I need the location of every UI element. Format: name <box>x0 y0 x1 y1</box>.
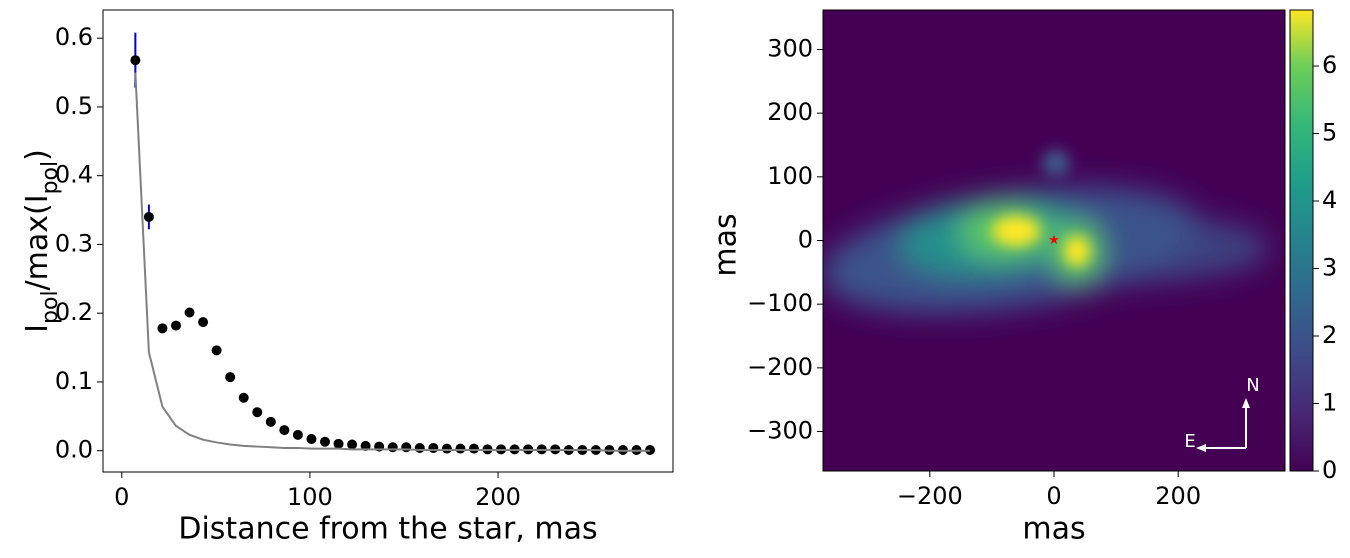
axes-frame <box>102 9 674 473</box>
profile-panel: 0 100 200 0.0 0.1 0.2 0.3 0.4 0.5 0.6 Distance fro… <box>20 9 674 547</box>
data-point <box>428 442 439 453</box>
data-point <box>225 372 236 383</box>
y-tick-label: 0 <box>798 226 813 254</box>
image <box>823 10 1285 471</box>
data-point <box>170 320 181 331</box>
data-point <box>198 317 209 328</box>
disk-peaks <box>992 150 1090 266</box>
north-arrow-head <box>1242 398 1250 408</box>
x-tick-label: −200 <box>897 482 963 510</box>
y-tick-label: −300 <box>747 417 813 445</box>
x-tick-label: 0 <box>1046 482 1061 510</box>
data-point <box>184 307 195 318</box>
data-point <box>455 443 466 454</box>
data-point <box>238 392 249 403</box>
star-marker: ★ <box>1048 233 1060 248</box>
data-point <box>211 345 222 356</box>
data-point <box>401 442 412 453</box>
y-axis-label: mas <box>709 213 744 276</box>
colorbar-tick-label: 4 <box>1322 186 1337 214</box>
x-axis-label: Distance from the star, mas <box>178 512 597 547</box>
disk-emission <box>823 186 1270 314</box>
y-axis-label-part: /max(I <box>20 194 55 290</box>
data-point <box>333 438 344 449</box>
data-point <box>414 442 425 453</box>
data-point <box>319 436 330 447</box>
y-tick-label: 0.3 <box>55 229 93 257</box>
y-tick-label: 0.2 <box>55 298 93 326</box>
image-panel: N E −200 0 200 −300 −200 −100 0 100 200 300 ★ mas ma… <box>709 9 1337 547</box>
colorbar-tick-label: 6 <box>1322 51 1337 79</box>
east-arrow-head <box>1196 444 1206 452</box>
data-point <box>279 425 290 436</box>
data-point <box>306 434 317 444</box>
colorbar-tick-label: 3 <box>1322 254 1337 282</box>
y-tick-label: 0.5 <box>55 92 93 120</box>
model-line <box>134 72 651 452</box>
data-point <box>441 443 452 454</box>
data-point <box>252 407 263 418</box>
x-tick-label: 200 <box>1155 482 1201 510</box>
y-tick-label: 300 <box>767 34 813 62</box>
y-tick-label: 0.1 <box>55 367 93 395</box>
data-point <box>157 323 168 334</box>
data-point <box>468 443 479 454</box>
y-axis-label-part: pol <box>38 161 63 195</box>
colorbar-tick-label: 1 <box>1322 389 1337 417</box>
y-axis-label-part: pol <box>38 290 63 324</box>
data-point <box>347 439 358 450</box>
y-tick-label: 200 <box>767 98 813 126</box>
x-tick-label: 0 <box>114 483 129 511</box>
data-point <box>143 211 154 222</box>
colorbar <box>1289 9 1314 472</box>
data-point <box>292 429 303 440</box>
y-tick-label: −200 <box>747 353 813 381</box>
data-point <box>130 55 141 66</box>
colorbar-tick-label: 5 <box>1322 119 1337 147</box>
east-label: E <box>1184 431 1195 452</box>
x-tick-label: 100 <box>287 483 333 511</box>
axes-frame <box>822 9 1286 472</box>
y-tick-label: 100 <box>767 162 813 190</box>
y-axis-label: Ipol/max(Ipol) <box>20 149 63 333</box>
y-axis-label-part: I <box>20 324 55 333</box>
x-axis-label: mas <box>1022 512 1085 547</box>
y-tick-label: 0.6 <box>55 23 93 51</box>
y-tick-label: 0.4 <box>55 161 93 189</box>
data-point <box>265 416 276 427</box>
y-tick-label: −100 <box>747 289 813 317</box>
x-tick-label: 200 <box>475 483 521 511</box>
north-label: N <box>1246 375 1259 396</box>
y-axis-label-part: ) <box>20 149 55 161</box>
colorbar-tick-label: 2 <box>1322 321 1337 349</box>
data-point <box>387 442 398 453</box>
colorbar-tick-label: 0 <box>1322 456 1337 484</box>
y-tick-label: 0.0 <box>55 436 93 464</box>
